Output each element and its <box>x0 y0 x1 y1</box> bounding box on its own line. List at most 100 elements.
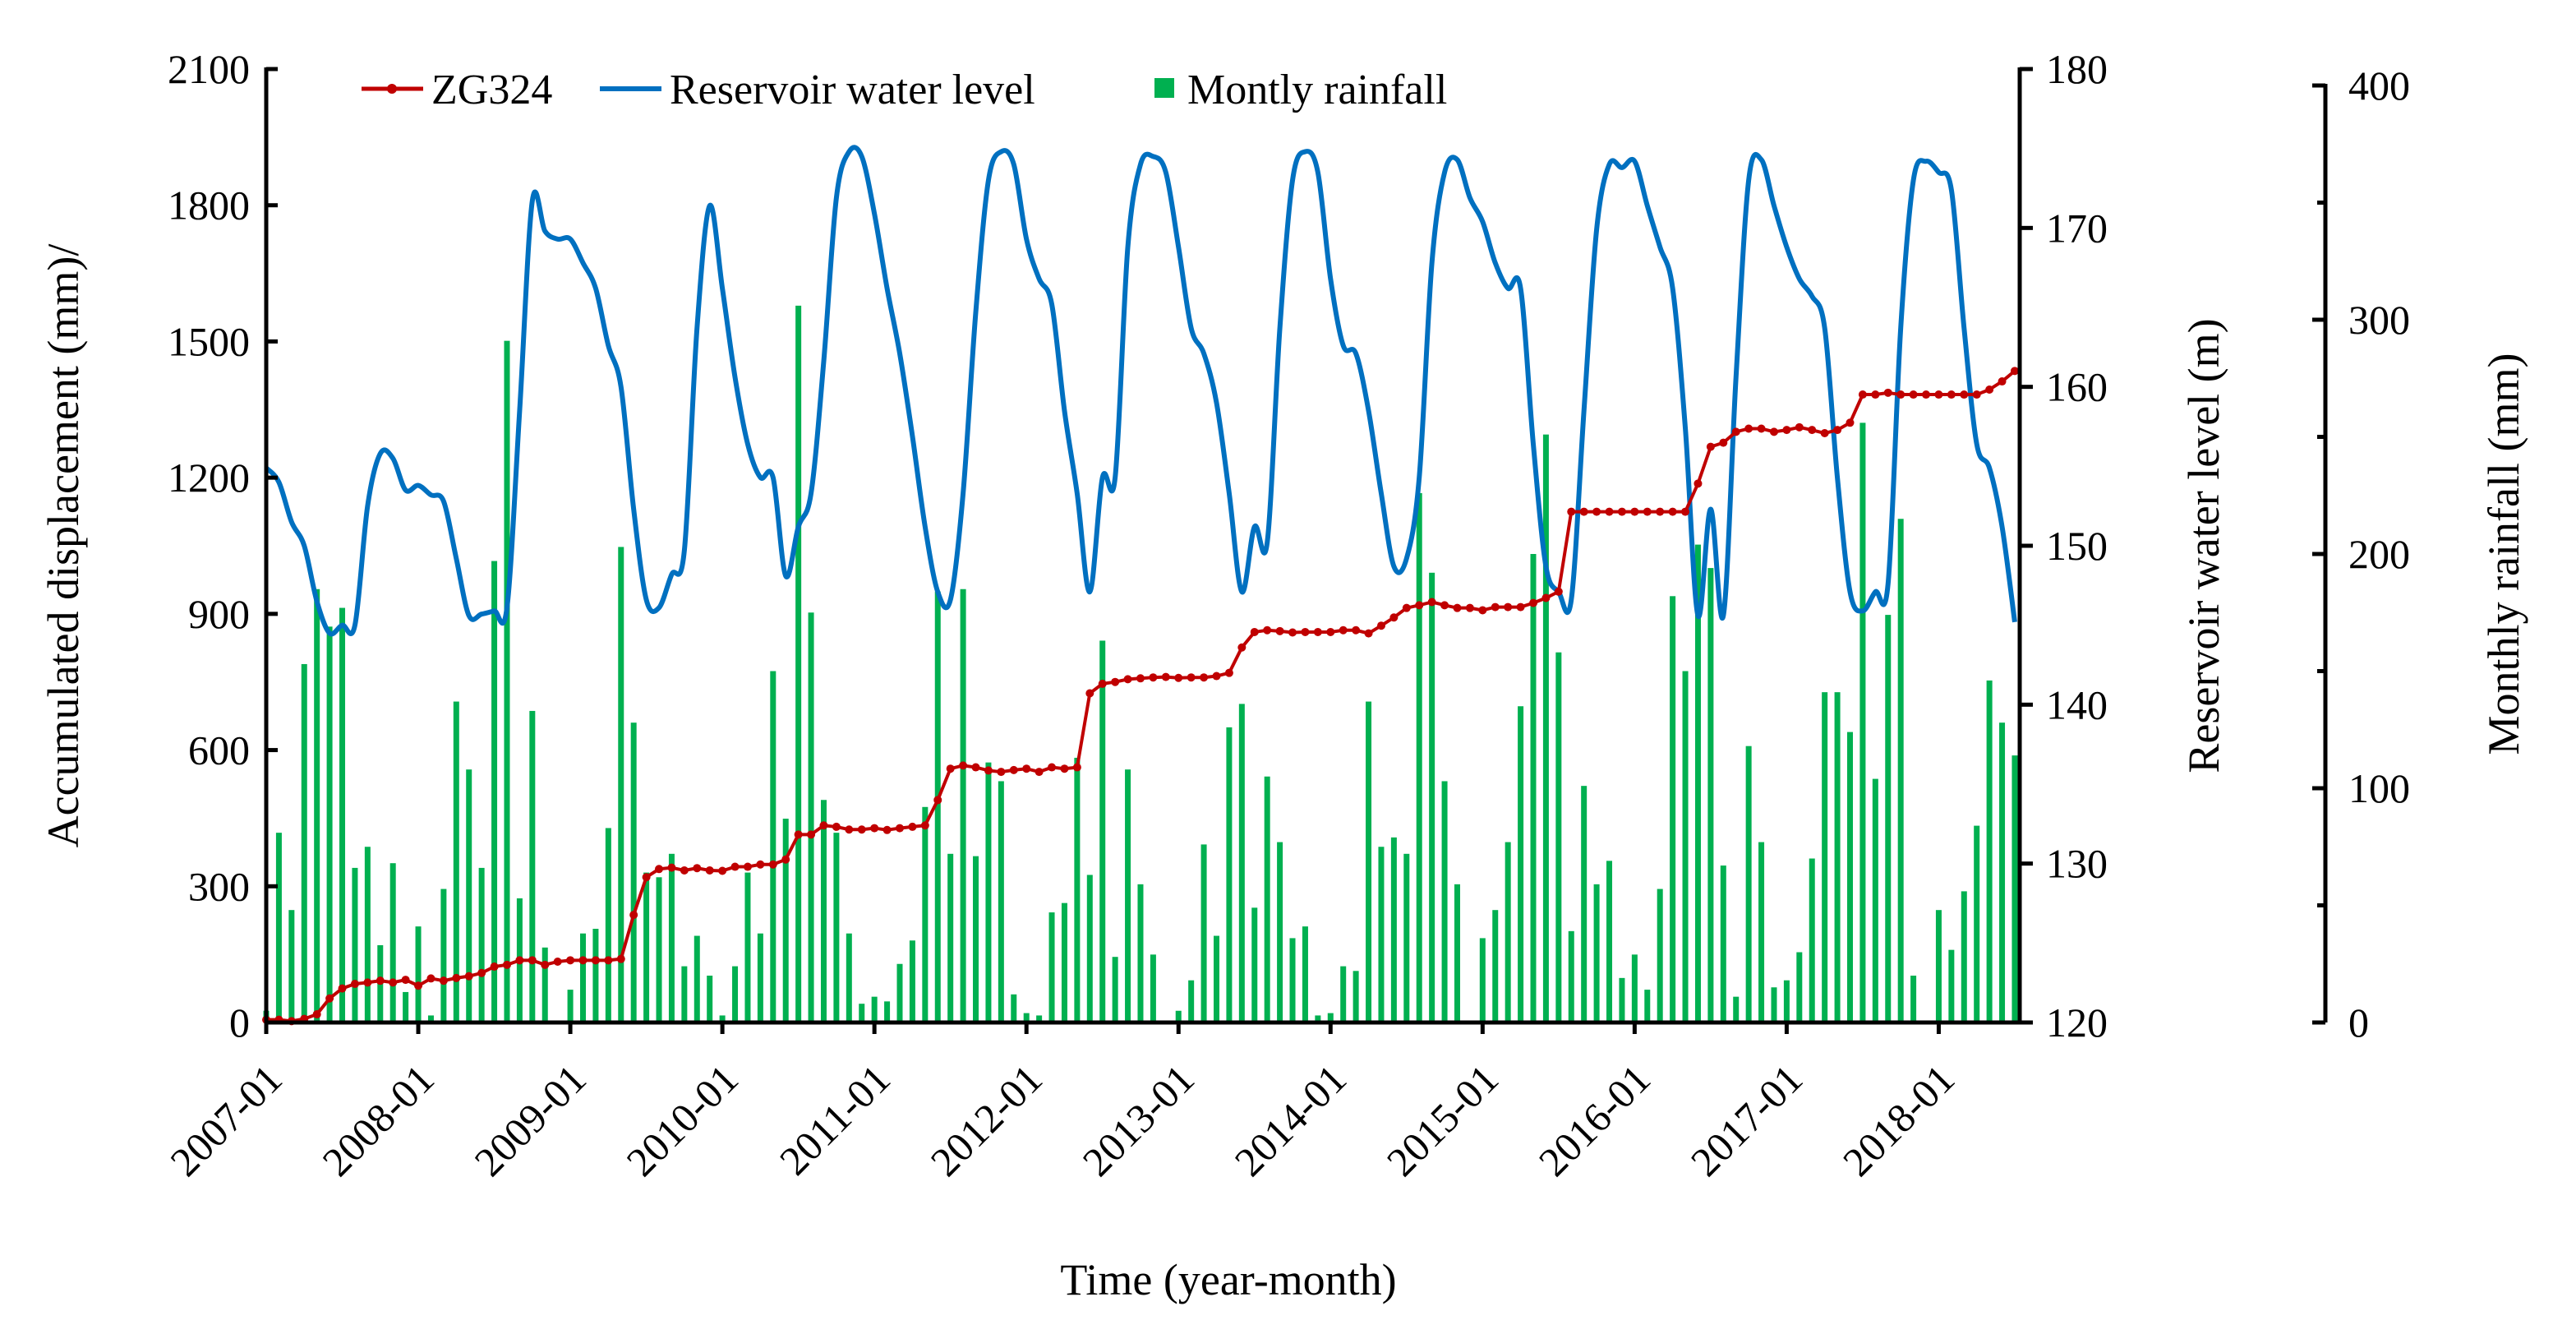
rainfall-bar <box>1315 1015 1321 1022</box>
rainfall-bar <box>960 589 966 1022</box>
zg324-point <box>401 976 410 985</box>
rainfall-bar <box>1999 722 2006 1022</box>
rainfall-bar <box>643 872 650 1022</box>
rain-tick-label: 300 <box>2348 297 2410 343</box>
rainfall-bar <box>1593 884 1600 1022</box>
rainfall-bar <box>1340 966 1347 1022</box>
zg324-point <box>1605 507 1614 516</box>
rainfall-bar <box>1214 935 1219 1022</box>
rainfall-bar <box>1657 889 1663 1022</box>
rainfall-bar <box>707 976 713 1022</box>
zg324-point <box>1339 625 1348 635</box>
zg324-point <box>718 866 727 875</box>
zg324-point <box>1161 672 1170 681</box>
rainfall-bar <box>541 947 548 1022</box>
x-tick-label: 2010-01 <box>617 1055 746 1184</box>
rainfall-bar <box>466 769 472 1022</box>
zg324-point <box>1440 601 1449 610</box>
zg324-point <box>490 962 499 972</box>
rainfall-bar <box>1086 875 1093 1022</box>
rainfall-bar <box>580 933 586 1022</box>
rainfall-bar <box>1454 884 1460 1022</box>
rainfall-bar <box>668 853 675 1022</box>
zg324-point <box>1478 606 1487 615</box>
rainfall-bar <box>1518 706 1524 1022</box>
rainfall-bar <box>1429 572 1435 1022</box>
left-tick-label: 300 <box>188 863 250 909</box>
rainfall-bar <box>2011 755 2018 1022</box>
rainfall-bar <box>1935 910 1942 1022</box>
x-tick-label: 2007-01 <box>161 1055 290 1184</box>
left-tick-label: 2100 <box>168 46 250 92</box>
rainfall-bar <box>833 833 840 1022</box>
zg324-point <box>1187 673 1196 682</box>
zg324-point <box>528 956 537 965</box>
zg324-point <box>882 825 892 834</box>
left-tick-label: 1800 <box>168 182 250 228</box>
x-tick-label: 2017-01 <box>1682 1055 1811 1184</box>
zg324-point <box>807 830 816 839</box>
rainfall-bar <box>314 589 320 1022</box>
zg324-point <box>1111 677 1120 686</box>
zg324-point <box>1453 603 1462 612</box>
rainfall-bar <box>389 863 396 1022</box>
zg324-point <box>1681 507 1690 516</box>
rainfall-bar <box>605 828 611 1022</box>
zg324-point <box>616 954 625 963</box>
rainfall-bar <box>1682 671 1689 1022</box>
rainfall-bar <box>1505 842 1511 1022</box>
zg324-point <box>376 976 385 985</box>
zg324-point <box>1427 598 1436 607</box>
zg324-point <box>1402 603 1411 612</box>
rainfall-bar <box>1378 847 1385 1022</box>
legend-zg324-marker <box>387 84 397 94</box>
zg324-point <box>1326 627 1335 636</box>
rainfall-bar <box>1390 837 1397 1022</box>
rainfall-bar <box>871 996 878 1022</box>
zg324-point <box>1820 429 1829 438</box>
rainfall-bar <box>1745 745 1752 1022</box>
zg324-point <box>515 956 524 965</box>
rainfall-bar <box>1353 971 1359 1022</box>
rainfall-bar <box>719 1015 726 1022</box>
zg324-point <box>1085 689 1094 698</box>
zg324-point <box>452 973 461 982</box>
zg324-point <box>845 825 854 834</box>
zg324-point <box>1617 507 1626 516</box>
zg324-point <box>1288 628 1297 637</box>
zg324-point <box>1769 427 1778 436</box>
rainfall-bar <box>1847 732 1853 1022</box>
zg324-point <box>1200 673 1209 682</box>
rainfall-bar <box>1885 615 1892 1022</box>
zg324-point <box>1922 390 1931 399</box>
rain-tick-label: 400 <box>2348 62 2410 108</box>
rainfall-bar <box>1644 990 1651 1022</box>
zg324-point <box>1744 424 1753 433</box>
rainfall-bar <box>1200 844 1207 1022</box>
zg324-point <box>1579 507 1588 516</box>
zg324-point <box>1529 598 1537 607</box>
zg324-point <box>1098 679 1107 688</box>
zg324-point <box>1554 587 1563 596</box>
rainfall-bar <box>1859 422 1866 1022</box>
right-tick-label: 130 <box>2046 841 2108 887</box>
zg324-point <box>1275 626 1284 635</box>
zg324-point <box>629 911 638 920</box>
rainfall-bar <box>1150 954 1156 1022</box>
water-level-series <box>264 145 2017 637</box>
rainfall-bar <box>947 853 954 1022</box>
rainfall-bar <box>1670 596 1676 1022</box>
zg324-point <box>1237 643 1247 652</box>
zg324-point <box>604 956 613 965</box>
x-tick-label: 2009-01 <box>465 1055 594 1184</box>
zg324-point <box>1072 763 1081 772</box>
zg324-point <box>1048 763 1057 772</box>
rainfall-bar <box>1542 434 1549 1022</box>
rainfall-bar <box>934 591 941 1022</box>
zg324-point <box>971 763 980 772</box>
legend-zg324-label: ZG324 <box>431 67 552 113</box>
zg324-point <box>477 968 486 977</box>
rainfall-bar <box>427 1015 434 1022</box>
zg324-point <box>693 864 702 873</box>
rainfall-bar <box>922 806 929 1022</box>
